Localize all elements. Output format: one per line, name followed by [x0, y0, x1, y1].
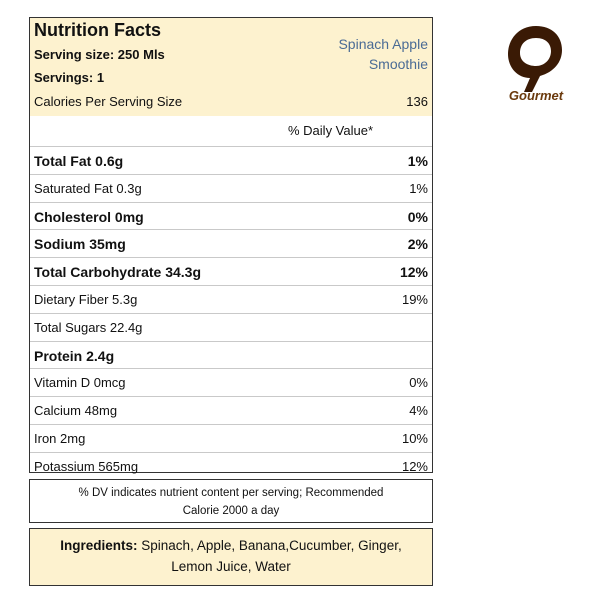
- brand-name: Gourmet: [508, 88, 564, 103]
- dv-footnote: % DV indicates nutrient content per serv…: [29, 479, 433, 523]
- daily-value-header: % Daily Value*: [288, 123, 374, 138]
- calories-row: Calories Per Serving Size 136: [30, 92, 432, 114]
- calories-value: 136: [406, 94, 428, 109]
- nutrient-name: Saturated Fat 0.3g: [34, 180, 142, 196]
- nutrient-row: Total Sugars 22.4g: [30, 312, 432, 341]
- nutrient-daily-value: 0%: [407, 208, 428, 225]
- calories-label: Calories Per Serving Size: [34, 94, 183, 109]
- nutrient-row: Calcium 48mg 4%: [30, 396, 432, 424]
- nutrient-name: Cholesterol 0mg: [34, 208, 144, 225]
- nutrient-name: Total Fat 0.6g: [34, 153, 124, 169]
- nutrient-row: Total Fat 0.6g 1%: [30, 146, 432, 174]
- nutrient-name: Potassium 565mg: [34, 458, 139, 474]
- nutrient-row: Potassium 565mg 12%: [30, 451, 432, 480]
- nutrient-row: Saturated Fat 0.3g 1%: [30, 173, 432, 202]
- nutrient-name: Total Sugars 22.4g: [34, 319, 143, 335]
- label-header: Nutrition Facts Serving size: 250 Mls Se…: [30, 18, 432, 116]
- nutrient-name: Dietary Fiber 5.3g: [34, 291, 138, 307]
- nutrient-name: Iron 2mg: [34, 430, 86, 446]
- nutrient-daily-value: 10%: [401, 430, 428, 446]
- ingredients-box: Ingredients: Spinach, Apple, Banana,Cucu…: [29, 528, 433, 586]
- nutrient-name: Vitamin D 0mcg: [34, 375, 126, 391]
- nutrient-daily-value: 19%: [401, 291, 428, 307]
- nutrient-daily-value: 12%: [401, 458, 428, 474]
- nutrient-name: Protein 2.4g: [34, 347, 115, 364]
- nutrition-facts-panel: Nutrition Facts Serving size: 250 Mls Se…: [29, 17, 433, 474]
- label-title: Nutrition Facts: [34, 20, 162, 40]
- nutrient-daily-value: 12%: [399, 264, 428, 281]
- nutrient-name: Sodium 35mg: [34, 236, 126, 253]
- nutrient-name: Total Carbohydrate 34.3g: [34, 264, 202, 281]
- nutrient-row: Sodium 35mg 2%: [30, 229, 432, 257]
- nutrient-row: Total Carbohydrate 34.3g 12%: [30, 257, 432, 285]
- nutrient-row: Protein 2.4g: [30, 340, 432, 369]
- nutrient-table: Total Fat 0.6g 1% Saturated Fat 0.3g 1% Chol…: [30, 146, 432, 480]
- servings-count: Servings: 1: [34, 70, 105, 85]
- footnote-line-2: Calorie 2000 a day: [182, 505, 280, 517]
- footnote-line-1: % DV indicates nutrient content per serv…: [78, 487, 384, 499]
- product-name: Spinach Apple Smoothie: [338, 36, 428, 72]
- nutrient-daily-value: 4%: [409, 403, 428, 419]
- nutrient-daily-value: 1%: [409, 180, 428, 196]
- nutrient-daily-value: 1%: [407, 153, 428, 169]
- nutrient-row: Dietary Fiber 5.3g 19%: [30, 284, 432, 313]
- nutrient-row: Cholesterol 0mg 0%: [30, 201, 432, 230]
- nutrient-row: Vitamin D 0mcg 0%: [30, 368, 432, 396]
- nutrient-row: Iron 2mg 10%: [30, 423, 432, 452]
- ingredients-text: Spinach, Apple, Banana,Cucumber, Ginger,…: [137, 538, 402, 574]
- gourmet-logo-icon: [508, 26, 562, 92]
- nutrient-daily-value: 0%: [409, 375, 428, 391]
- nutrient-name: Calcium 48mg: [34, 403, 118, 419]
- serving-size: Serving size: 250 Mls: [34, 47, 165, 62]
- ingredients-label: Ingredients:: [60, 538, 138, 553]
- nutrient-daily-value: 2%: [407, 236, 428, 253]
